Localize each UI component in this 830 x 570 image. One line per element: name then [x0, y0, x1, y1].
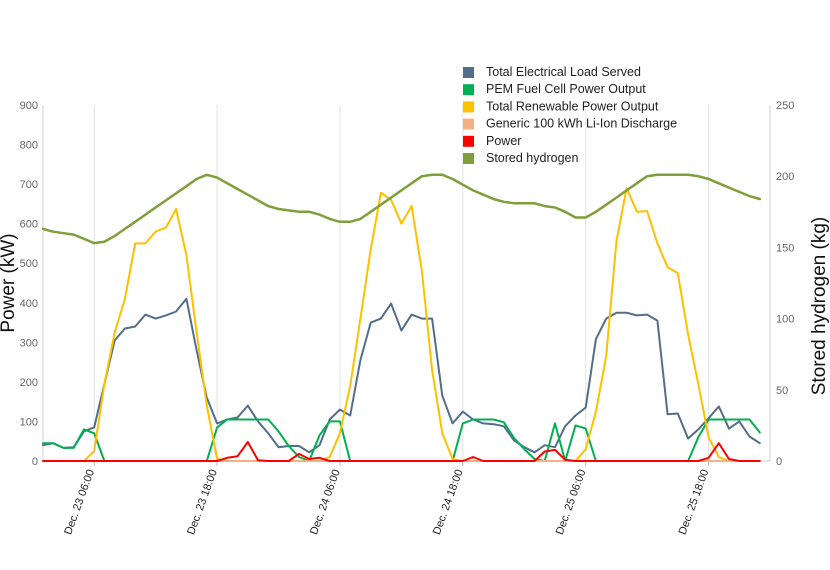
y2-tick-label: 250	[776, 100, 794, 112]
x-tick-label: Dec. 25 06:00	[554, 468, 589, 536]
legend: Total Electrical Load Served PEM Fuel Cel…	[463, 65, 677, 165]
legend-swatch	[463, 67, 474, 78]
legend-label: Stored hydrogen	[486, 151, 578, 165]
y2-axis-title: Stored hydrogen (kg)	[809, 217, 830, 396]
y-tick-label: 100	[20, 416, 38, 428]
right-y-ticks: 0 50 100 150 200 250	[776, 100, 794, 468]
x-tick-label: Dec. 24 06:00	[308, 468, 343, 536]
x-tick-label: Dec. 24 18:00	[431, 468, 466, 536]
legend-swatch	[463, 135, 474, 147]
y-tick-label: 900	[20, 100, 38, 112]
x-tick-label: Dec. 25 18:00	[677, 468, 712, 536]
y2-tick-label: 50	[776, 385, 788, 397]
grid-lines	[93, 105, 710, 461]
y-tick-label: 700	[20, 179, 38, 191]
series-line	[42, 297, 761, 454]
y-tick-label: 0	[32, 456, 38, 468]
legend-label: Power	[486, 134, 521, 148]
legend-swatch	[463, 153, 474, 164]
legend-label: Total Electrical Load Served	[486, 65, 641, 79]
series-line	[42, 441, 761, 462]
x-tick-label: Dec. 23 18:00	[185, 468, 220, 536]
axes	[42, 105, 771, 462]
y-tick-label: 200	[20, 377, 38, 389]
series-lines	[41, 173, 762, 462]
x-ticks: Dec. 23 06:00 Dec. 23 18:00 Dec. 24 06:00 D…	[62, 461, 711, 536]
left-y-ticks: 0 100 200 300 400 500 600 700 800 900	[20, 100, 38, 468]
y2-tick-label: 150	[776, 242, 794, 254]
y2-tick-label: 0	[776, 456, 782, 468]
y-tick-label: 600	[20, 219, 38, 231]
y-tick-label: 800	[20, 140, 38, 152]
y-tick-label: 300	[20, 337, 38, 349]
y2-tick-label: 100	[776, 314, 794, 326]
x-tick-label: Dec. 23 06:00	[62, 468, 97, 536]
series-line	[41, 173, 762, 245]
y-axis-title: Power (kW)	[0, 233, 19, 332]
legend-label: Total Renewable Power Output	[486, 99, 659, 113]
series-line	[42, 187, 761, 462]
legend-swatch	[463, 118, 474, 130]
legend-label: Generic 100 kWh Li-Ion Discharge	[486, 117, 677, 131]
legend-swatch	[463, 84, 474, 96]
series-line	[42, 418, 761, 462]
y2-tick-label: 200	[776, 171, 794, 183]
y-tick-label: 400	[20, 298, 38, 310]
legend-label: PEM Fuel Cell Power Output	[486, 82, 646, 96]
y-tick-label: 500	[20, 258, 38, 270]
legend-swatch	[463, 101, 474, 113]
